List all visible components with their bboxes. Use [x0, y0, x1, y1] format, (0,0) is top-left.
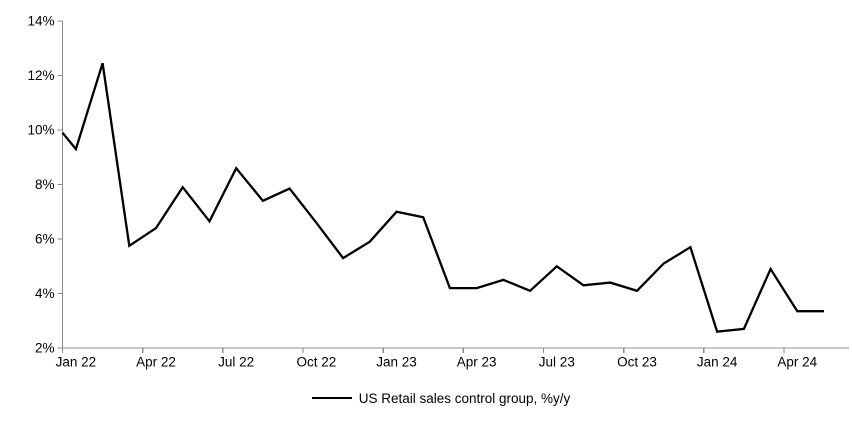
x-tick-label: Oct 23 [617, 355, 657, 370]
x-tick-label: Jan 24 [697, 355, 738, 370]
x-tick-label: Jul 22 [218, 355, 254, 370]
legend-line-sample-icon [311, 397, 352, 399]
x-tick-label: Jul 23 [539, 355, 575, 370]
chart-legend: US Retail sales control group, %y/y [30, 389, 852, 407]
x-tick-label: Apr 24 [777, 355, 817, 370]
x-tick-label: Oct 22 [296, 355, 336, 370]
y-tick-label: 12% [27, 68, 54, 83]
x-tick-label: Jan 22 [56, 355, 97, 370]
y-tick-label: 4% [35, 286, 55, 301]
legend-label: US Retail sales control group, %y/y [358, 390, 571, 406]
series-line-retail-sales [61, 62, 824, 333]
y-tick-label: 8% [35, 177, 55, 192]
x-tick-label: Apr 23 [457, 355, 497, 370]
y-tick-label: 10% [27, 123, 54, 138]
y-tick-label: 6% [35, 232, 55, 247]
y-tick-label: 2% [35, 341, 55, 356]
x-tick-label: Jan 23 [376, 355, 417, 370]
y-tick-label: 14% [27, 14, 54, 29]
x-tick-label: Apr 22 [136, 355, 176, 370]
